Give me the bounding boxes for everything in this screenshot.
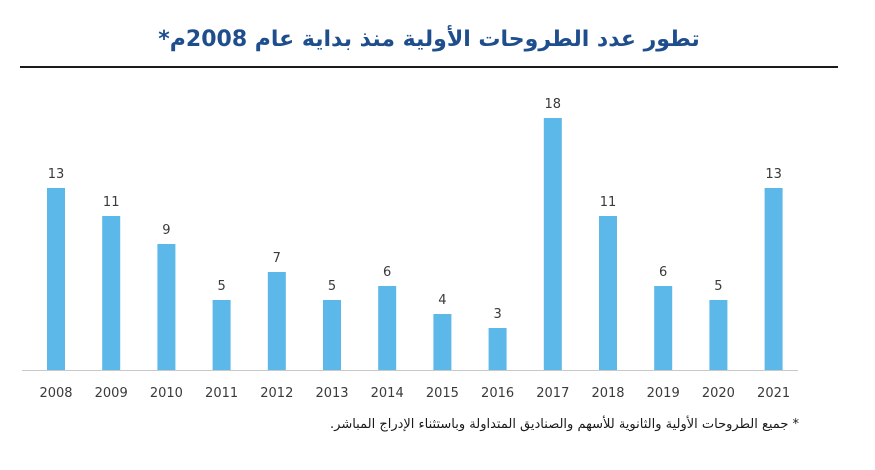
bar-2020 — [709, 300, 728, 370]
bar-2011 — [212, 300, 231, 370]
x-tick-label: 2012 — [260, 386, 293, 401]
data-label: 6 — [659, 265, 667, 280]
data-label: 5 — [217, 279, 225, 294]
data-label: 9 — [162, 223, 170, 238]
x-tick-label: 2010 — [150, 386, 183, 401]
x-tick-label: 2014 — [371, 386, 404, 401]
x-tick-label: 2020 — [702, 386, 735, 401]
data-label: 5 — [714, 279, 722, 294]
bar-2014 — [378, 286, 397, 370]
bar-2009 — [102, 216, 121, 370]
data-label: 11 — [600, 195, 617, 210]
x-tick-label: 2018 — [591, 386, 624, 401]
data-label: 13 — [48, 167, 65, 182]
data-label: 13 — [765, 167, 782, 182]
x-tick-label: 2008 — [39, 386, 72, 401]
bar-2012 — [267, 272, 286, 370]
data-label: 4 — [438, 293, 446, 308]
x-tick-label: 2019 — [647, 386, 680, 401]
x-tick-label: 2011 — [205, 386, 238, 401]
footnote: * جميع الطروحات الأولية والثانوية للأسهم… — [330, 417, 799, 432]
title-divider — [20, 66, 838, 68]
bar-2016 — [488, 328, 507, 370]
x-tick-label: 2017 — [536, 386, 569, 401]
chart-title: تطور عدد الطروحات الأولية منذ بداية عام … — [158, 27, 700, 52]
data-label: 5 — [328, 279, 336, 294]
bar-2013 — [323, 300, 341, 370]
x-tick-label: 2015 — [426, 386, 459, 401]
data-label: 18 — [545, 97, 562, 112]
x-tick-label: 2009 — [95, 386, 128, 401]
bar-2015 — [433, 314, 452, 370]
bar-2018 — [599, 216, 617, 370]
bar-2010 — [157, 244, 176, 370]
bar-2021 — [764, 188, 783, 370]
bar-2019 — [654, 286, 673, 370]
data-label: 6 — [383, 265, 391, 280]
data-label: 7 — [273, 251, 281, 266]
bar-2017 — [543, 118, 562, 370]
x-tick-label: 2021 — [757, 386, 790, 401]
bar-2008 — [47, 188, 65, 370]
data-label: 11 — [103, 195, 120, 210]
x-tick-label: 2016 — [481, 386, 514, 401]
x-tick-label: 2013 — [315, 386, 348, 401]
data-label: 3 — [493, 307, 501, 322]
